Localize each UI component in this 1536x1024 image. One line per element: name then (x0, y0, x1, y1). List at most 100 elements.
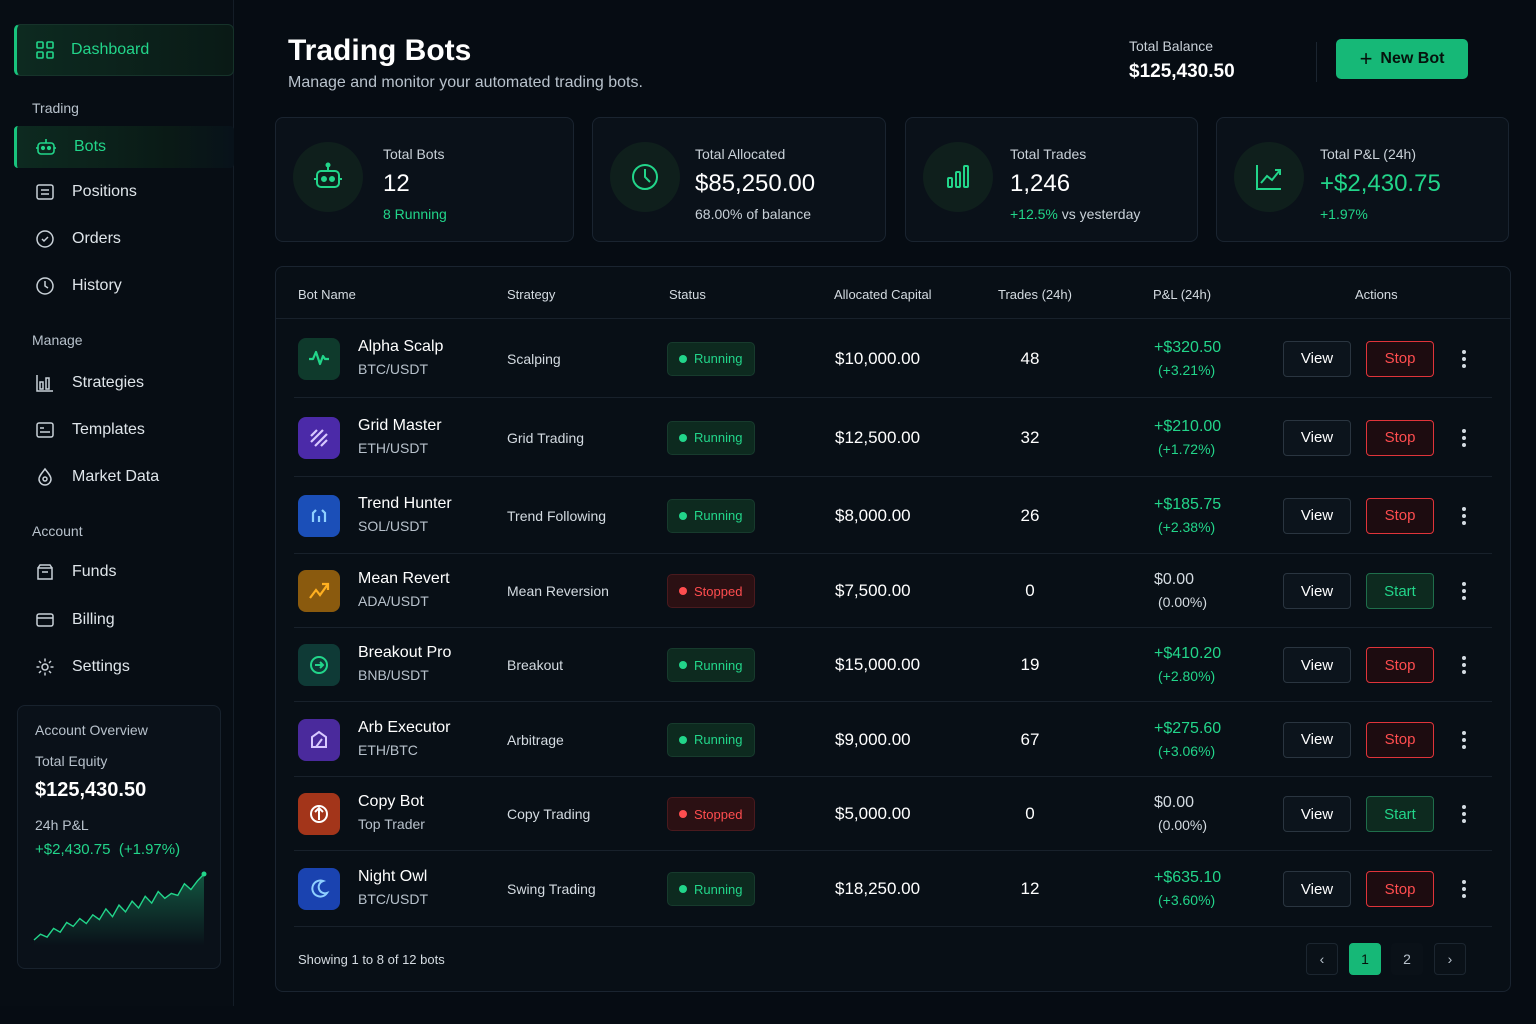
sidebar-item-label: Dashboard (71, 41, 150, 58)
list-icon (36, 184, 54, 200)
stop-button[interactable]: Stop (1366, 340, 1434, 377)
view-button[interactable]: View (1283, 721, 1351, 758)
pulse-icon (298, 337, 340, 380)
status-badge: Running (667, 648, 755, 682)
section-label-manage: Manage (32, 332, 83, 348)
sidebar-item-label: Settings (72, 658, 130, 675)
column-header: Allocated Capital (834, 287, 932, 302)
table-row: Copy Bot Top Trader Copy Trading Stopped… (294, 777, 1492, 851)
status-badge: Stopped (667, 574, 755, 608)
view-button[interactable]: View (1283, 497, 1351, 534)
more-options-icon[interactable] (1458, 504, 1470, 528)
more-options-icon[interactable] (1458, 728, 1470, 752)
status-badge: Running (667, 341, 755, 376)
pnl-percent: (+2.38%) (1158, 518, 1216, 535)
sidebar-item-strategies[interactable]: Strategies (14, 362, 234, 404)
bot-name: Arb Executor (358, 718, 451, 736)
status-dot-icon (679, 661, 687, 669)
sidebar-item-orders[interactable]: Orders (14, 218, 234, 260)
stat-label: Total Bots (383, 146, 445, 162)
start-button[interactable]: Start (1366, 796, 1434, 832)
trades-count: 48 (1020, 348, 1040, 368)
orders-icon (36, 230, 54, 248)
pagination-page-1[interactable]: 1 (1349, 943, 1381, 975)
bot-pair: SOL/USDT (358, 517, 429, 534)
more-options-icon[interactable] (1458, 802, 1470, 826)
sidebar-item-market-data[interactable]: Market Data (14, 456, 234, 498)
bot-pair: ETH/USDT (358, 439, 428, 456)
bot-strategy: Breakout (507, 657, 564, 673)
status-label: Stopped (694, 806, 743, 822)
view-button[interactable]: View (1283, 871, 1351, 907)
more-options-icon[interactable] (1458, 579, 1470, 603)
view-button[interactable]: View (1283, 796, 1351, 832)
pnl-value: +$410.20 (1154, 645, 1222, 662)
new-bot-label: New Bot (1380, 50, 1445, 67)
allocated-capital: $10,000.00 (835, 348, 921, 368)
sidebar-item-funds[interactable]: Funds (14, 551, 234, 593)
sidebar-item-bots[interactable]: Bots (14, 126, 234, 168)
pagination-page-2[interactable]: 2 (1391, 943, 1423, 975)
trades-count: 0 (1025, 804, 1035, 823)
stat-label: Total P&L (24h) (1320, 146, 1416, 162)
bot-strategy: Copy Trading (507, 806, 591, 822)
more-options-icon[interactable] (1458, 426, 1470, 450)
sidebar-item-positions[interactable]: Positions (14, 171, 234, 213)
trades-count: 0 (1025, 581, 1035, 600)
stop-button[interactable]: Stop (1366, 647, 1434, 683)
view-button[interactable]: View (1283, 573, 1351, 609)
status-label: Running (694, 508, 743, 523)
sidebar-item-templates[interactable]: Templates (14, 409, 234, 451)
stat-sub: 68.00% of balance (695, 206, 811, 222)
column-header: Trades (24h) (998, 287, 1072, 302)
bot-pair: BTC/USDT (358, 360, 428, 377)
more-options-icon[interactable] (1458, 347, 1470, 371)
bot-strategy: Mean Reversion (507, 583, 609, 599)
column-header: Status (669, 287, 706, 302)
stat-value: +$2,430.75 (1320, 170, 1441, 197)
sidebar-item-billing[interactable]: Billing (14, 599, 234, 641)
status-label: Running (694, 881, 743, 897)
total-balance-value: $125,430.50 (1129, 61, 1235, 82)
status-dot-icon (679, 433, 687, 442)
status-label: Stopped (694, 583, 743, 599)
start-button[interactable]: Start (1366, 573, 1434, 609)
sidebar-item-history[interactable]: History (14, 265, 234, 307)
view-button[interactable]: View (1283, 647, 1351, 683)
table-row: Trend Hunter SOL/USDT Trend Following Ru… (294, 477, 1492, 554)
arbitrage-icon (298, 718, 340, 761)
view-button[interactable]: View (1283, 340, 1351, 377)
sidebar-item-dashboard[interactable]: Dashboard (14, 24, 234, 76)
pagination-next-button[interactable]: › (1434, 943, 1466, 975)
sidebar-item-label: Market Data (72, 468, 160, 485)
stat-card-total-trades: Total Trades 1,246 +12.5% vs yesterday (905, 117, 1198, 242)
stat-sub: 8 Running (383, 206, 447, 222)
more-options-icon[interactable] (1458, 653, 1470, 677)
new-bot-button[interactable]: + New Bot (1336, 39, 1468, 79)
bot-name: Mean Revert (358, 570, 450, 587)
section-label-trading: Trading (32, 100, 79, 116)
stop-button[interactable]: Stop (1366, 721, 1434, 758)
section-label-account: Account (32, 523, 83, 539)
divider (1316, 42, 1317, 82)
allocated-capital: $8,000.00 (835, 505, 911, 525)
stat-value: $85,250.00 (695, 170, 816, 197)
status-badge: Running (667, 872, 755, 906)
status-dot-icon (679, 354, 687, 363)
page-title: Trading Bots (288, 34, 472, 67)
more-options-icon[interactable] (1458, 877, 1470, 901)
robot-icon (293, 142, 363, 212)
stat-sub: +1.97% (1320, 206, 1368, 222)
bot-strategy: Scalping (507, 350, 561, 367)
stop-button[interactable]: Stop (1366, 419, 1434, 456)
view-button[interactable]: View (1283, 419, 1351, 456)
pnl-percent: (+1.72%) (1158, 440, 1216, 457)
stop-button[interactable]: Stop (1366, 871, 1434, 907)
allocated-capital: $9,000.00 (835, 729, 911, 749)
stop-button[interactable]: Stop (1366, 497, 1434, 534)
bot-name: Breakout Pro (358, 644, 452, 661)
pagination-prev-button[interactable]: ‹ (1306, 943, 1338, 975)
sidebar-item-settings[interactable]: Settings (14, 646, 234, 688)
sidebar-item-label: Strategies (72, 374, 145, 391)
status-label: Running (694, 430, 743, 445)
